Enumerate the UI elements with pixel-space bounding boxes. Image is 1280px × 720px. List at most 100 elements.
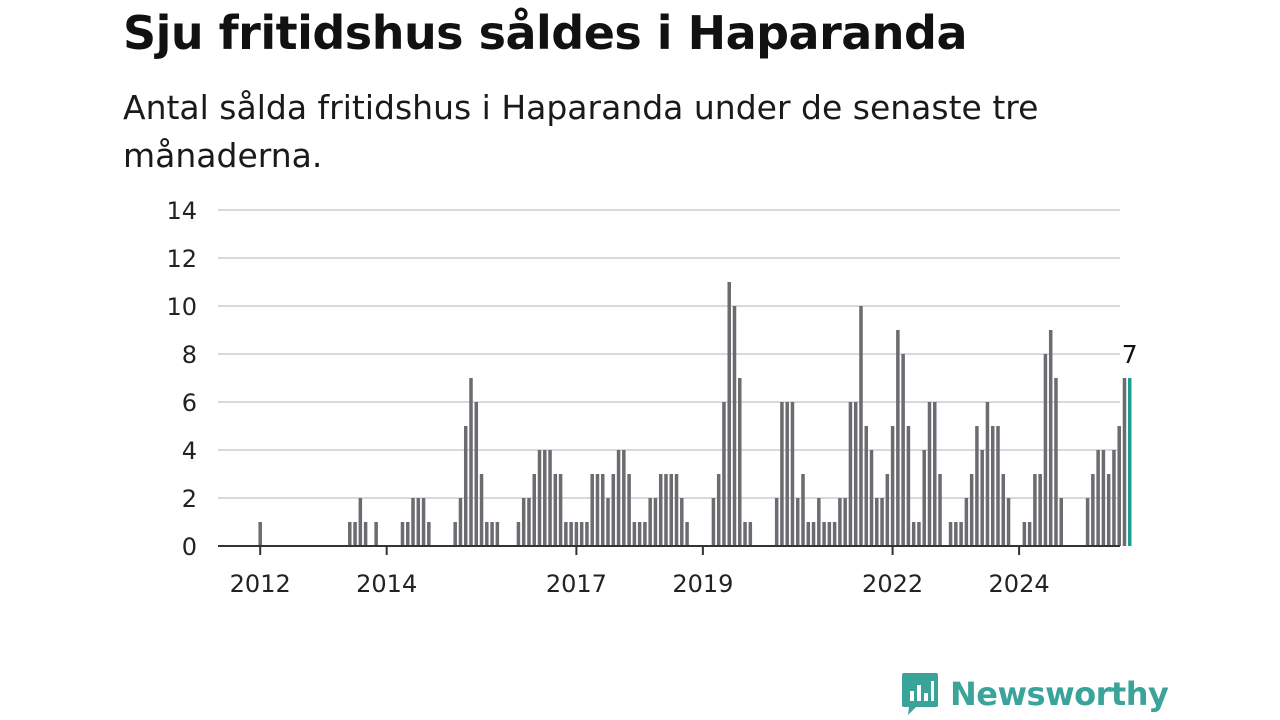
bar bbox=[495, 522, 500, 546]
bar bbox=[832, 522, 837, 546]
bar bbox=[938, 474, 942, 546]
bar bbox=[1043, 354, 1048, 546]
bar bbox=[948, 522, 953, 546]
bar bbox=[996, 426, 1000, 546]
bar bbox=[616, 450, 621, 546]
bar bbox=[458, 498, 463, 546]
bar bbox=[579, 522, 584, 546]
bar bbox=[822, 522, 826, 546]
bar bbox=[427, 522, 431, 546]
bar bbox=[985, 402, 990, 546]
bar bbox=[1027, 522, 1032, 546]
logo-text: Newsworthy bbox=[950, 675, 1169, 713]
bar bbox=[954, 522, 958, 546]
bar bbox=[975, 426, 979, 546]
bar bbox=[485, 522, 489, 546]
bar bbox=[859, 306, 863, 546]
highlighted-bar bbox=[1128, 378, 1132, 546]
bar bbox=[980, 450, 984, 546]
bar bbox=[358, 498, 363, 546]
bar bbox=[527, 498, 531, 546]
bar bbox=[727, 282, 731, 546]
bar bbox=[817, 498, 821, 546]
y-tick-label: 14 bbox=[166, 197, 197, 225]
bar bbox=[1038, 474, 1042, 546]
x-tick-label: 2019 bbox=[672, 570, 733, 598]
x-tick-label: 2022 bbox=[862, 570, 923, 598]
bar bbox=[363, 522, 368, 546]
bar bbox=[474, 402, 479, 546]
bar bbox=[917, 522, 921, 546]
bar bbox=[558, 474, 563, 546]
bar bbox=[521, 498, 526, 546]
bar bbox=[722, 402, 726, 546]
bar bbox=[532, 474, 536, 546]
bar bbox=[622, 450, 626, 546]
bar bbox=[453, 522, 457, 546]
bar bbox=[553, 474, 558, 546]
bar-chart: 0 2 4 6 8 10 12 14 2012 2014 2017 2019 2022 2024 7 bbox=[166, 197, 1138, 598]
bar bbox=[990, 426, 995, 546]
bar bbox=[732, 306, 737, 546]
bar bbox=[922, 450, 926, 546]
bar bbox=[595, 474, 600, 546]
bar bbox=[1112, 450, 1116, 546]
bar bbox=[896, 330, 900, 546]
newsworthy-logo: Newsworthy bbox=[900, 670, 1169, 718]
bar bbox=[890, 426, 895, 546]
bar bbox=[411, 498, 415, 546]
bar bbox=[1101, 450, 1106, 546]
bar bbox=[906, 426, 911, 546]
bar bbox=[658, 474, 663, 546]
bar bbox=[537, 450, 542, 546]
bar bbox=[885, 474, 890, 546]
bar bbox=[843, 498, 847, 546]
bar bbox=[680, 498, 684, 546]
bar bbox=[790, 402, 795, 546]
bar bbox=[353, 522, 357, 546]
bar bbox=[848, 402, 853, 546]
bar bbox=[774, 498, 779, 546]
y-tick-label: 6 bbox=[182, 389, 197, 417]
bar bbox=[838, 498, 842, 546]
bar bbox=[780, 402, 784, 546]
y-tick-label: 8 bbox=[182, 341, 197, 369]
bar-chart-bubble-icon bbox=[902, 673, 938, 715]
bar bbox=[811, 522, 816, 546]
bar bbox=[1054, 378, 1058, 546]
bar bbox=[869, 450, 874, 546]
bar bbox=[406, 522, 410, 546]
chart-subtitle: Antal sålda fritidshus i Haparanda under… bbox=[123, 88, 1039, 175]
bar bbox=[1096, 450, 1100, 546]
y-tick-label: 10 bbox=[166, 293, 197, 321]
x-tick-label: 2017 bbox=[546, 570, 607, 598]
bar bbox=[585, 522, 589, 546]
y-tick-label: 0 bbox=[182, 533, 197, 561]
chart-title: Sju fritidshus såldes i Haparanda bbox=[123, 6, 968, 60]
bar bbox=[933, 402, 937, 546]
x-tick-label: 2012 bbox=[230, 570, 291, 598]
bar bbox=[685, 522, 689, 546]
bar bbox=[738, 378, 742, 546]
bar bbox=[875, 498, 879, 546]
bar bbox=[590, 474, 594, 546]
bar bbox=[806, 522, 811, 546]
y-tick-label: 2 bbox=[182, 485, 197, 513]
bar bbox=[827, 522, 832, 546]
bar bbox=[1085, 498, 1090, 546]
last-value-label: 7 bbox=[1122, 340, 1138, 369]
bar bbox=[516, 522, 521, 546]
bar bbox=[416, 498, 421, 546]
x-tick-label: 2024 bbox=[989, 570, 1050, 598]
bar bbox=[1122, 378, 1127, 546]
bar bbox=[1001, 474, 1006, 546]
bar bbox=[1033, 474, 1037, 546]
bar bbox=[785, 402, 789, 546]
bar bbox=[490, 522, 494, 546]
bar bbox=[548, 450, 552, 546]
bar bbox=[1022, 522, 1027, 546]
bar bbox=[743, 522, 747, 546]
bar bbox=[901, 354, 905, 546]
x-tick-label: 2014 bbox=[356, 570, 417, 598]
bar bbox=[648, 498, 652, 546]
